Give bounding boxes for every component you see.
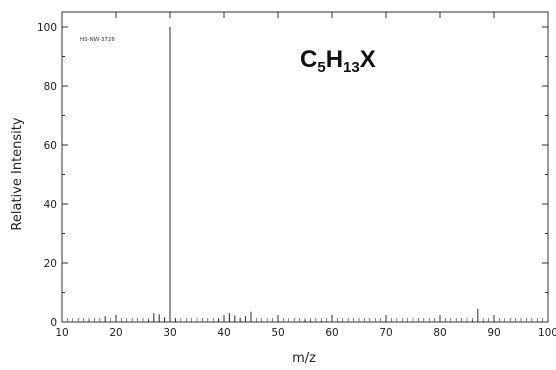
x-tick-label: 70	[379, 327, 392, 339]
y-tick-label: 0	[50, 317, 57, 329]
x-tick-label: 80	[433, 327, 446, 339]
peak-bars	[88, 27, 484, 322]
x-tick-label: 10	[55, 327, 68, 339]
x-axis-ticks: 10 20 30 40 50 60 70 80 90 100	[55, 12, 556, 339]
x-tick-label: 30	[163, 327, 176, 339]
x-axis-label: m/z	[292, 351, 316, 366]
chart-title-formula: C5H13X	[300, 46, 376, 76]
y-tick-label: 100	[37, 22, 57, 34]
x-tick-label: 100	[538, 327, 556, 339]
y-tick-label: 80	[44, 81, 57, 93]
x-tick-label: 20	[109, 327, 122, 339]
x-tick-label: 60	[325, 327, 338, 339]
y-tick-label: 40	[44, 199, 57, 211]
y-tick-label: 20	[44, 258, 57, 270]
y-axis-label: Relative Intensity	[10, 117, 25, 230]
x-tick-label: 90	[487, 327, 500, 339]
x-tick-label: 50	[271, 327, 284, 339]
y-tick-label: 60	[44, 140, 57, 152]
spectrum-id-annotation: HS-NW-3726	[80, 37, 115, 43]
x-tick-label: 40	[217, 327, 230, 339]
y-axis-ticks: 0 20 40 60 80 100	[37, 22, 548, 329]
